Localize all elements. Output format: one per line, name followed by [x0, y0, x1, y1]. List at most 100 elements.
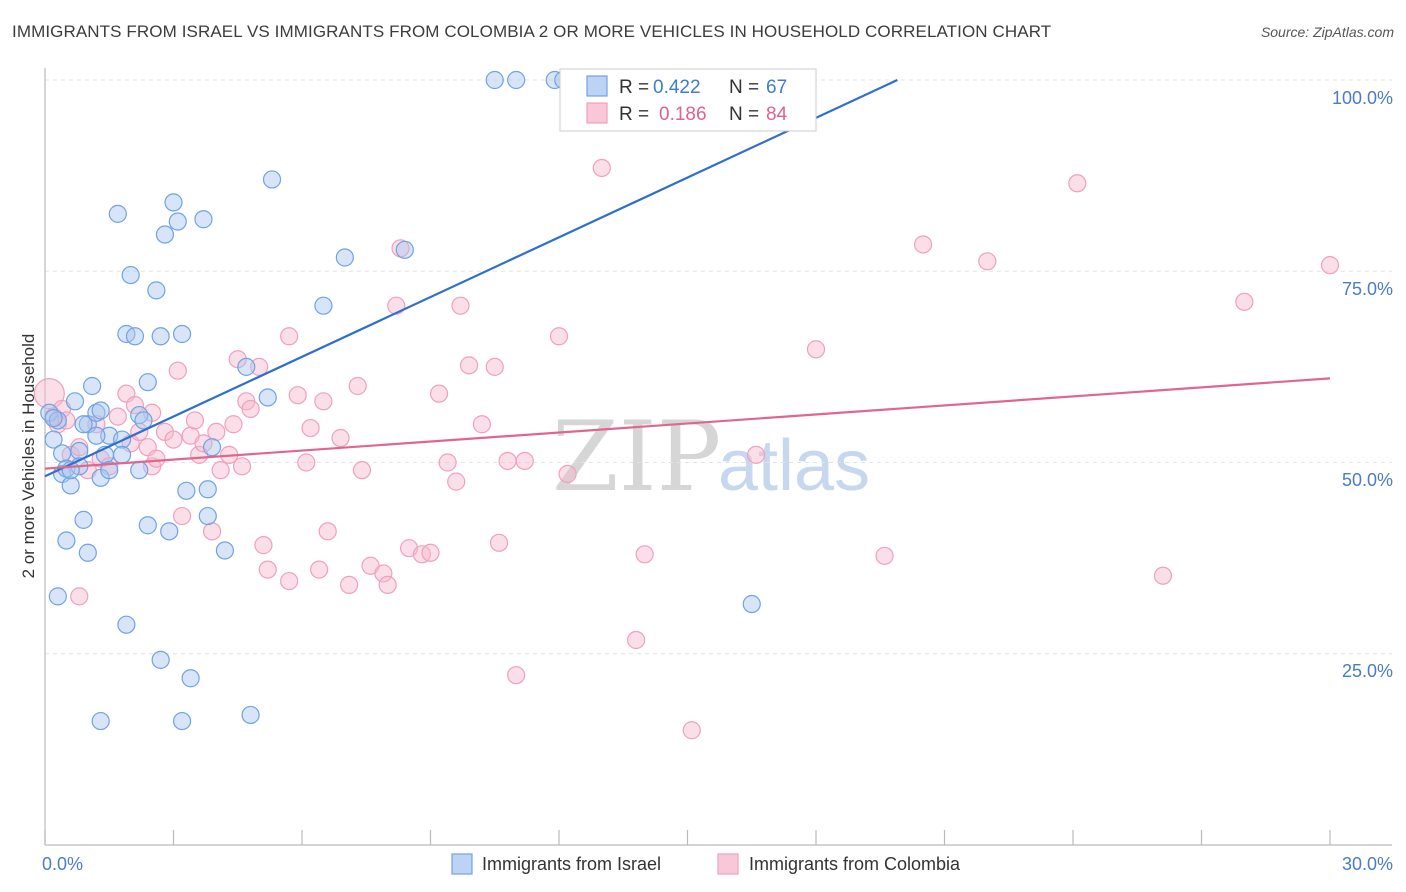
- israel-point: [138, 516, 157, 535]
- israel-point: [172, 324, 192, 344]
- colombia-point: [164, 430, 183, 449]
- colombia-point: [378, 575, 397, 595]
- colombia-point: [352, 461, 372, 480]
- colombia-point: [297, 453, 316, 472]
- israel-point: [164, 193, 183, 212]
- colombia-point: [875, 546, 894, 565]
- x-tick-min: 0.0%: [42, 854, 83, 874]
- colombia-point: [288, 386, 307, 405]
- colombia-point: [70, 438, 89, 457]
- axes: [44, 68, 1392, 846]
- y-tick-25: 25.0%: [1342, 661, 1393, 681]
- israel-point: [125, 327, 145, 346]
- x-tick-max: 30.0%: [1342, 854, 1393, 874]
- colombia-point: [331, 428, 350, 448]
- israel-point: [91, 401, 110, 420]
- israel-point: [134, 411, 153, 430]
- israel-point: [130, 461, 149, 480]
- colombia-point: [340, 575, 359, 595]
- israel-point: [117, 615, 136, 634]
- colombia-point: [421, 543, 440, 562]
- israel-point: [138, 373, 157, 392]
- y-tick-75: 75.0%: [1342, 279, 1393, 299]
- israel-point: [151, 650, 170, 669]
- colombia-point: [1068, 174, 1087, 193]
- colombia-point: [211, 461, 230, 480]
- colombia-trend-line: [44, 377, 1331, 470]
- source-credit: Source: ZipAtlas.com: [1260, 24, 1394, 40]
- series-legend: Immigrants from Israel Immigrants from C…: [451, 853, 961, 875]
- colombia-point: [447, 472, 466, 491]
- israel-point: [155, 225, 175, 244]
- colombia-point: [429, 384, 449, 403]
- colombia-point: [172, 506, 192, 526]
- correlation-legend: R = 0.422 N = 67 R = 0.186 N = 84: [559, 68, 817, 132]
- israel-trend-line: [44, 79, 898, 478]
- colombia-point: [515, 451, 534, 471]
- legend-israel-r-value: 0.422: [653, 77, 701, 98]
- israel-point: [198, 506, 217, 526]
- y-tick-50: 50.0%: [1342, 470, 1393, 490]
- colombia-point: [374, 564, 393, 583]
- israel-point: [48, 587, 67, 606]
- colombia-point: [626, 630, 646, 650]
- colombia-point: [147, 449, 166, 468]
- colombia-point: [310, 560, 329, 579]
- israel-point: [61, 476, 80, 495]
- israel-point: [121, 265, 140, 285]
- colombia-point: [489, 533, 509, 552]
- israel-point: [65, 392, 85, 411]
- legend-colombia-n-label: N =: [729, 104, 759, 125]
- israel-point: [112, 445, 132, 464]
- legend-colombia-r-value: 0.186: [659, 104, 707, 125]
- colombia-point: [682, 721, 701, 740]
- watermark-zip: ZIP: [552, 401, 721, 513]
- colombia-point: [913, 235, 933, 254]
- legend-israel-swatch: [586, 75, 608, 97]
- legend-colombia-r-label: R =: [619, 104, 649, 125]
- colombia-point: [498, 451, 517, 471]
- legend-israel-n-label: N =: [729, 77, 759, 98]
- colombia-point: [185, 411, 205, 430]
- israel-point: [202, 438, 222, 457]
- colombia-point: [451, 296, 470, 315]
- israel-point: [151, 327, 170, 346]
- israel-point: [108, 204, 127, 223]
- gridlines: [45, 79, 1392, 655]
- israel-point: [742, 594, 761, 614]
- israel-point: [194, 210, 213, 229]
- israel-point: [262, 170, 282, 189]
- colombia-point: [224, 415, 243, 434]
- chart-title: IMMIGRANTS FROM ISRAEL VS IMMIGRANTS FRO…: [12, 22, 1052, 41]
- israel-point: [87, 426, 106, 445]
- colombia-point: [592, 158, 611, 178]
- colombia-point: [558, 464, 577, 484]
- colombia-point: [232, 457, 252, 476]
- colombia-point: [1235, 292, 1254, 311]
- colombia-point: [125, 396, 145, 415]
- x-ticks: [44, 830, 1331, 845]
- colombia-point: [635, 545, 654, 564]
- israel-points: [40, 70, 761, 731]
- y-tick-100: 100.0%: [1332, 88, 1393, 108]
- colombia-points: [33, 158, 1340, 740]
- colombia-point: [806, 340, 826, 359]
- colombia-point: [507, 666, 526, 685]
- israel-point: [83, 376, 102, 396]
- colombia-point: [301, 418, 320, 438]
- watermark-atlas: atlas: [718, 426, 870, 506]
- israel-point: [91, 711, 110, 731]
- israel-point: [78, 543, 97, 562]
- colombia-point: [485, 357, 504, 376]
- israel-point: [198, 480, 217, 499]
- colombia-point: [746, 445, 766, 464]
- colombia-point: [250, 357, 269, 376]
- colombia-point: [1153, 566, 1173, 585]
- israel-point: [172, 711, 192, 731]
- colombia-point: [549, 327, 569, 346]
- bottom-legend-israel-swatch: [451, 853, 473, 875]
- colombia-point: [280, 327, 299, 346]
- colombia-point: [472, 415, 491, 434]
- colombia-point: [108, 407, 127, 426]
